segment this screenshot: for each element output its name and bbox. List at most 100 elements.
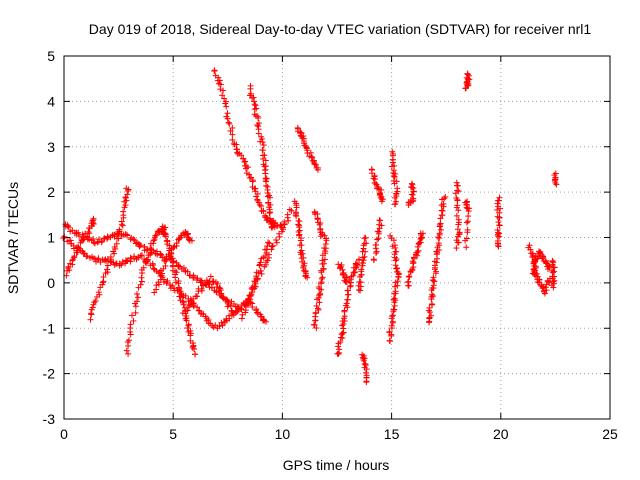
data-point xyxy=(438,226,445,233)
data-point xyxy=(159,223,166,230)
data-point xyxy=(173,240,180,247)
data-point xyxy=(462,85,469,92)
data-point xyxy=(232,309,239,316)
data-point xyxy=(433,248,440,255)
data-point xyxy=(113,240,120,247)
data-point xyxy=(242,162,249,169)
data-point xyxy=(497,205,504,212)
data-point xyxy=(429,285,436,292)
data-point xyxy=(293,213,300,220)
data-point xyxy=(465,208,472,215)
data-point xyxy=(180,264,187,271)
data-point xyxy=(220,295,227,302)
data-point xyxy=(262,157,269,164)
data-point xyxy=(128,312,135,319)
data-point xyxy=(245,302,252,309)
data-point xyxy=(119,222,126,229)
data-point xyxy=(116,226,123,233)
data-point xyxy=(300,254,307,261)
data-point xyxy=(269,242,276,249)
data-point xyxy=(164,277,171,284)
data-point xyxy=(256,201,263,208)
data-point xyxy=(453,245,460,252)
data-point xyxy=(463,201,470,208)
x-tick-label: 10 xyxy=(275,426,291,442)
data-point xyxy=(153,232,160,239)
data-point xyxy=(184,231,191,238)
x-tick-label: 15 xyxy=(384,426,400,442)
data-point xyxy=(264,257,271,264)
data-point xyxy=(124,257,131,264)
data-point xyxy=(225,119,232,126)
data-point xyxy=(123,347,130,354)
data-point xyxy=(393,256,400,263)
data-point xyxy=(107,253,114,260)
data-point xyxy=(322,248,329,255)
data-point xyxy=(190,273,197,280)
data-point xyxy=(314,166,321,173)
data-point xyxy=(347,276,354,283)
data-point xyxy=(151,289,158,296)
data-point xyxy=(130,317,137,324)
data-point xyxy=(251,283,258,290)
y-tick-labels: -3 -2 -1 0 1 2 3 4 5 xyxy=(43,48,56,427)
data-point xyxy=(118,261,125,268)
data-point xyxy=(542,290,549,297)
y-tick-label: -1 xyxy=(43,320,56,336)
data-point xyxy=(375,228,382,235)
data-point xyxy=(320,265,327,272)
data-point xyxy=(75,229,82,236)
data-point xyxy=(532,263,539,270)
data-point xyxy=(550,264,557,271)
data-point xyxy=(69,227,76,234)
data-point xyxy=(464,218,471,225)
data-point xyxy=(210,278,217,285)
data-point xyxy=(386,337,393,344)
data-point xyxy=(177,297,184,304)
data-point xyxy=(249,289,256,296)
y-tick-label: 0 xyxy=(47,275,55,291)
data-point xyxy=(216,77,223,84)
data-point xyxy=(140,264,147,271)
data-point xyxy=(318,279,325,286)
data-point xyxy=(356,256,363,263)
data-point xyxy=(339,330,346,337)
data-point xyxy=(293,204,300,211)
data-point xyxy=(361,235,368,242)
data-point xyxy=(391,180,398,187)
data-point xyxy=(89,304,96,311)
data-point xyxy=(224,110,231,117)
data-point xyxy=(137,242,144,249)
data-point xyxy=(87,310,94,317)
data-point xyxy=(60,235,67,242)
data-point xyxy=(438,207,445,214)
data-point xyxy=(150,237,157,244)
data-point xyxy=(379,196,386,203)
data-point xyxy=(271,224,278,231)
data-point xyxy=(86,230,93,237)
data-point xyxy=(260,155,267,162)
data-point xyxy=(153,282,160,289)
data-point xyxy=(316,299,323,306)
data-point xyxy=(260,142,267,149)
data-point xyxy=(64,223,71,230)
data-point xyxy=(95,289,102,296)
data-point xyxy=(192,293,199,300)
data-point xyxy=(74,249,81,256)
data-point xyxy=(390,237,397,244)
data-point xyxy=(428,312,435,319)
data-point xyxy=(253,193,260,200)
data-point xyxy=(258,270,265,277)
data-point xyxy=(392,288,399,295)
y-tick-label: 2 xyxy=(47,184,55,200)
data-point xyxy=(454,182,461,189)
data-point xyxy=(241,158,248,165)
data-point xyxy=(212,322,219,329)
data-point xyxy=(168,250,175,257)
data-point xyxy=(122,202,129,209)
data-point xyxy=(266,240,273,247)
data-point xyxy=(175,284,182,291)
data-point xyxy=(441,195,448,202)
data-point xyxy=(378,222,385,229)
data-point xyxy=(440,200,447,207)
